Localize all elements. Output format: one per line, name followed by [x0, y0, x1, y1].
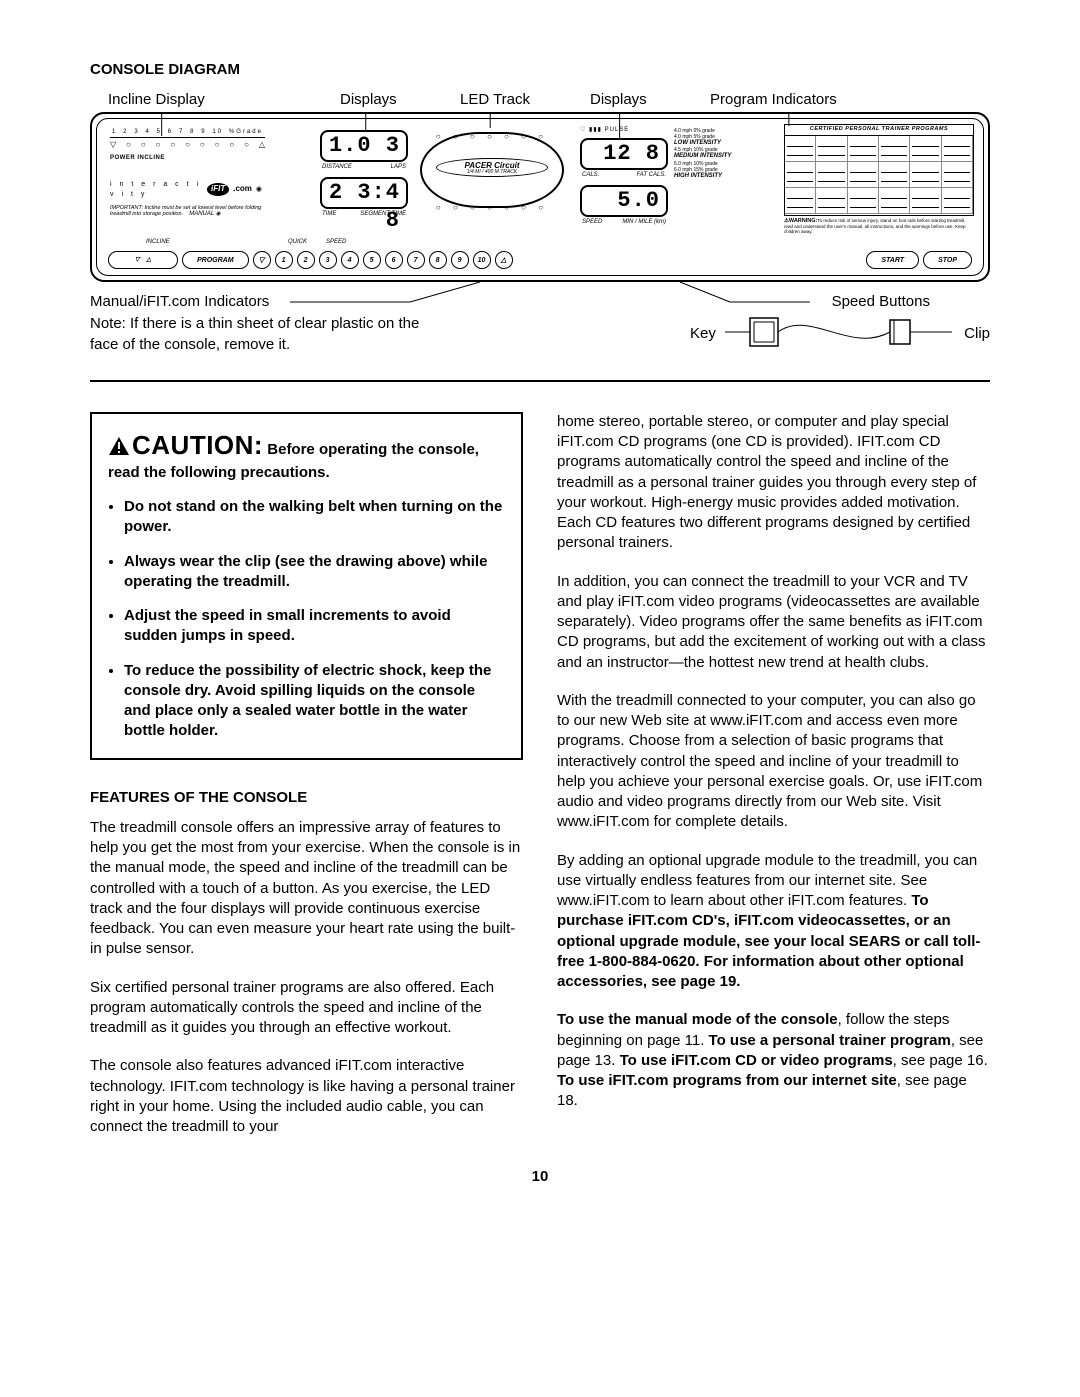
incline-leds: ▽○○○○○○○○○△: [110, 140, 265, 151]
body-text: In addition, you can connect the treadmi…: [557, 572, 990, 673]
pacer-badge: PACER Circuit 1/4 MI / 400 M TRACK: [436, 158, 548, 177]
key-clip-diagram: Key Clip: [690, 314, 990, 354]
minmile-label: MIN / MILE (km): [622, 218, 666, 226]
caution-item: Do not stand on the walking belt when tu…: [124, 497, 505, 538]
caution-list: Do not stand on the walking belt when tu…: [108, 497, 505, 742]
ifit-logo: iFIT: [207, 183, 229, 196]
label-led-track: LED Track: [460, 90, 530, 110]
diagram-top-labels: Incline Display Displays LED Track Displ…: [90, 90, 990, 112]
mini-warning: ⚠WARNING:To reduce risk of serious injur…: [784, 219, 974, 234]
interactivity-text: i n t e r a c t i v i t y: [110, 180, 203, 199]
speed-preset-6[interactable]: 6: [385, 251, 403, 269]
distance-display: 1.0 3: [320, 130, 408, 162]
time-display: 2 3:4 8: [320, 177, 408, 209]
programs-title: CERTIFIED PERSONAL TRAINER PROGRAMS: [785, 125, 973, 135]
track-dots-bottom: ○ ○ ○ ○ ○ ○ ○: [412, 203, 572, 214]
left-displays: 1.0 3 DISTANCE LAPS 2 3:4 8 TIME SEGMENT T…: [320, 130, 408, 224]
manual-label: MANUAL: [189, 211, 214, 217]
incline-block: 12345678910%Grade ▽○○○○○○○○○△ POWER INCL…: [110, 128, 265, 218]
speed-preset-1[interactable]: 1: [275, 251, 293, 269]
features-title: FEATURES OF THE CONSOLE: [90, 788, 523, 808]
laps-label: LAPS: [391, 163, 406, 171]
body-text: The console also features advanced iFIT.…: [90, 1056, 523, 1137]
body-text: The treadmill console offers an impressi…: [90, 818, 523, 960]
speed-preset-8[interactable]: 8: [429, 251, 447, 269]
label-manual-ifit: Manual/iFIT.com Indicators: [90, 292, 269, 312]
number-buttons: 12345678910: [275, 251, 491, 269]
right-displays: 12 8 CALS. FAT CALS. 5.0 SPEED MIN / MILE …: [580, 138, 668, 232]
down-icon: ▽: [135, 256, 140, 264]
led-track: ○ ○ ○ ○ ○ ○ ○ PACER Circuit 1/4 MI / 400…: [412, 124, 572, 216]
speed-preset-10[interactable]: 10: [473, 251, 491, 269]
right-column: home stereo, portable stereo, or compute…: [557, 412, 990, 1138]
body-text: With the treadmill connected to your com…: [557, 691, 990, 833]
diagram-bottom-labels: Manual/iFIT.com Indicators Speed Buttons: [90, 292, 990, 314]
console-panel: 12345678910%Grade ▽○○○○○○○○○△ POWER INCL…: [90, 112, 990, 282]
program-button[interactable]: PROGRAM: [182, 251, 249, 269]
ifit-row: i n t e r a c t i v i t y iFIT .com ◉: [110, 180, 265, 199]
label-speed-buttons: Speed Buttons: [832, 292, 930, 312]
speed-display: 5.0: [580, 185, 668, 217]
dot-icon: ◉: [256, 185, 265, 194]
caution-item: Adjust the speed in small increments to …: [124, 606, 505, 647]
speed-preset-5[interactable]: 5: [363, 251, 381, 269]
warning-icon: [108, 436, 130, 462]
cals-label: CALS.: [582, 171, 599, 179]
distance-label: DISTANCE: [322, 163, 352, 171]
intensity-list: 4.0 mph 0% grade 4.0 mph 5% grade LOW IN…: [674, 128, 731, 180]
label-displays-2: Displays: [590, 90, 647, 110]
label-program-ind: Program Indicators: [710, 90, 837, 110]
speed-label: SPEED: [582, 218, 602, 226]
start-button[interactable]: START: [866, 251, 919, 269]
segment-time-label: SEGMENT TIME: [360, 210, 406, 218]
caution-box: CAUTION: Before operating the console, r…: [90, 412, 523, 760]
diagram-note-row: Note: If there is a thin sheet of clear …: [90, 314, 990, 355]
dot-icon: ◉: [216, 211, 221, 217]
body-text: Six certified personal trainer programs …: [90, 978, 523, 1039]
important-note: IMPORTANT: Incline must be set at lowest…: [110, 205, 265, 218]
body-text: By adding an optional upgrade module to …: [557, 851, 990, 993]
body-text: To use the manual mode of the console, f…: [557, 1010, 990, 1111]
speed-up-button[interactable]: △: [495, 251, 513, 269]
caution-item: To reduce the possibility of electric sh…: [124, 661, 505, 742]
up-icon: △: [146, 256, 151, 264]
label-displays-1: Displays: [340, 90, 397, 110]
body-text: home stereo, portable stereo, or compute…: [557, 412, 990, 554]
time-label: TIME: [322, 210, 336, 218]
incline-row-label: INCLINE: [146, 238, 170, 246]
program-chart: CERTIFIED PERSONAL TRAINER PROGRAMS: [784, 124, 974, 216]
button-row: INCLINE QUICK SPEED ▽ △ PROGRAM ▽ 123456…: [92, 246, 988, 274]
calories-display: 12 8: [580, 138, 668, 170]
caution-item: Always wear the clip (see the drawing ab…: [124, 552, 505, 593]
fatcals-label: FAT CALS.: [637, 171, 666, 179]
incline-pill[interactable]: ▽ △: [108, 251, 178, 269]
caution-title: CAUTION: Before operating the console, r…: [108, 428, 505, 483]
plastic-note: Note: If there is a thin sheet of clear …: [90, 314, 420, 355]
console-diagram: Incline Display Displays LED Track Displ…: [90, 90, 990, 355]
speed-preset-2[interactable]: 2: [297, 251, 315, 269]
power-incline-label: POWER INCLINE: [110, 154, 265, 162]
pulse-label: ♡ ▮▮▮ PULSE: [580, 126, 629, 134]
speed-down-button[interactable]: ▽: [253, 251, 271, 269]
stop-button[interactable]: STOP: [923, 251, 972, 269]
left-column: CAUTION: Before operating the console, r…: [90, 412, 523, 1138]
quick-label: QUICK: [288, 238, 307, 246]
speed-preset-7[interactable]: 7: [407, 251, 425, 269]
speed-row-label: SPEED: [326, 238, 346, 246]
page-number: 10: [90, 1167, 990, 1187]
programs-grid: [785, 136, 973, 214]
ifit-com: .com: [233, 184, 252, 195]
incline-scale: 12345678910%Grade: [110, 128, 265, 138]
divider: [90, 380, 990, 382]
section-title: CONSOLE DIAGRAM: [90, 60, 990, 80]
speed-preset-9[interactable]: 9: [451, 251, 469, 269]
speed-preset-3[interactable]: 3: [319, 251, 337, 269]
label-incline-display: Incline Display: [108, 90, 205, 110]
body-columns: CAUTION: Before operating the console, r…: [90, 412, 990, 1138]
speed-preset-4[interactable]: 4: [341, 251, 359, 269]
